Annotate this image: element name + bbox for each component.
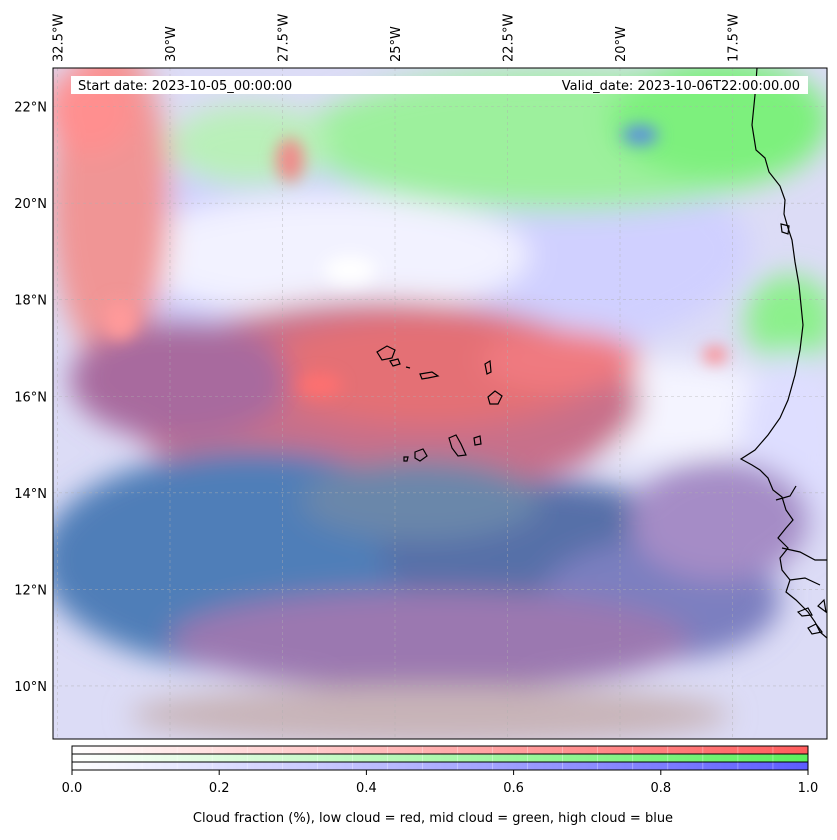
map-frame [52, 67, 828, 740]
island-sao-nicolau [419, 371, 440, 380]
longitude-tick-label: 20°W [614, 26, 629, 62]
colorbar-mid-cloud [72, 754, 808, 762]
island-santo-antao [376, 345, 396, 361]
colorbar-tick-label: 0.6 [503, 781, 524, 796]
coast-detail-north [780, 223, 790, 235]
latitude-tick-label: 22°N [14, 101, 47, 116]
bissau-islands [796, 598, 827, 635]
latitude-tick-label: 10°N [14, 680, 47, 695]
island-boa-vista [487, 390, 503, 405]
gambia-river [775, 485, 797, 501]
longitude-tick-label: 27.5°W [277, 14, 292, 62]
island-santa-luzia [405, 366, 411, 369]
africa-coastline [739, 68, 827, 639]
island-fogo [414, 448, 428, 462]
island-sao-vicente [389, 358, 401, 367]
latitude-tick-label: 18°N [14, 294, 47, 309]
coast-inlet [781, 547, 827, 561]
latitude-tick-label: 20°N [14, 197, 47, 212]
island-sal [484, 359, 492, 375]
longitude-tick-label: 22.5°W [502, 14, 517, 62]
latitude-tick-label: 14°N [14, 487, 47, 502]
colorbar-frame [71, 745, 809, 771]
longitude-tick-label: 32.5°W [52, 14, 67, 62]
longitude-tick-label: 17.5°W [727, 14, 742, 62]
colorbar-tick-label: 0.2 [209, 781, 230, 796]
colorbar-tick-label: 0.0 [62, 781, 83, 796]
colorbar-low-cloud [72, 746, 808, 754]
cloud-field [53, 68, 827, 739]
longitude-tick-label: 30°W [164, 26, 179, 62]
colorbar-high-cloud [72, 762, 808, 770]
longitude-labels: 32.5°W 30°W 27.5°W 25°W 22.5°W 20°W 17.5°W [52, 14, 742, 62]
longitude-tick-label: 25°W [389, 26, 404, 62]
latitude-tick-label: 16°N [14, 390, 47, 405]
colorbar-label: Cloud fraction (%), low cloud = red, mid… [193, 811, 673, 826]
latitude-tick-label: 12°N [14, 583, 47, 598]
coastline [376, 68, 827, 639]
island-maio [473, 435, 482, 446]
date-banner [71, 76, 808, 94]
island-santiago [448, 434, 467, 457]
latitude-labels: 22°N 20°N 18°N 16°N 14°N 12°N 10°N [14, 101, 47, 695]
start-date-label: Start date: 2023-10-05_00:00:00 [78, 79, 292, 94]
valid-date-label: Valid_date: 2023-10-06T22:00:00.00 [562, 79, 800, 94]
colorbar-tick-label: 0.8 [650, 781, 671, 796]
colorbar: 0.0 0.2 0.4 0.6 0.8 1.0 [62, 745, 819, 796]
graticule [53, 68, 827, 739]
colorbar-tick-label: 0.4 [356, 781, 377, 796]
island-brava [403, 456, 409, 462]
coast-inlet-2 [789, 577, 821, 586]
colorbar-tick-label: 1.0 [798, 781, 819, 796]
